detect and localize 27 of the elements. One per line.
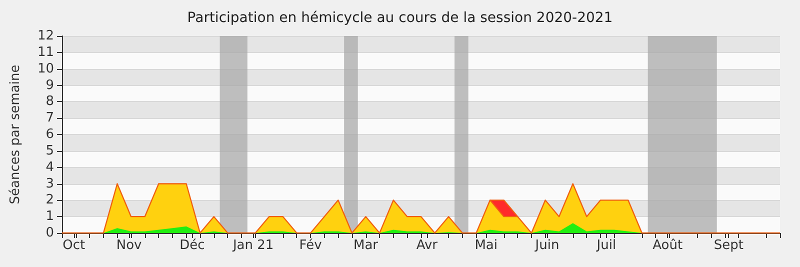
y-tick-label: 8 (46, 94, 54, 110)
x-tick-label: Jan 21 (232, 238, 274, 253)
y-tick-label: 2 (46, 192, 54, 208)
x-tick-label: Mar (354, 238, 379, 253)
y-tick-label: 0 (46, 226, 54, 240)
y-tick-label: 12 (37, 28, 54, 44)
x-tick-label: Juin (534, 238, 560, 253)
x-tick-label: Mai (474, 238, 498, 253)
y-tick-label: 4 (46, 160, 54, 175)
x-tick-label: Fév (299, 238, 322, 253)
y-tick-label: 5 (46, 143, 54, 158)
y-tick-label: 3 (46, 176, 54, 192)
x-tick-label: Août (652, 238, 683, 253)
y-tick-label: 11 (37, 44, 54, 60)
x-tick-label: Avr (416, 238, 438, 253)
y-tick-label: 10 (37, 61, 54, 76)
x-tick-label: Oct (62, 238, 86, 253)
y-tick-label: 7 (46, 110, 54, 126)
x-tick-label: Sept (714, 238, 744, 253)
y-tick-label: 1 (46, 209, 54, 224)
x-tick-label: Déc (180, 238, 205, 253)
y-tick-label: 9 (46, 78, 54, 93)
y-axis-title: Séances par semaine (8, 64, 23, 204)
x-tick-label: Juil (596, 238, 616, 253)
y-tick-label: 6 (46, 127, 54, 142)
x-tick-label: Nov (116, 238, 142, 253)
chart-title: Participation en hémicycle au cours de la session 2020-2021 (187, 10, 613, 26)
